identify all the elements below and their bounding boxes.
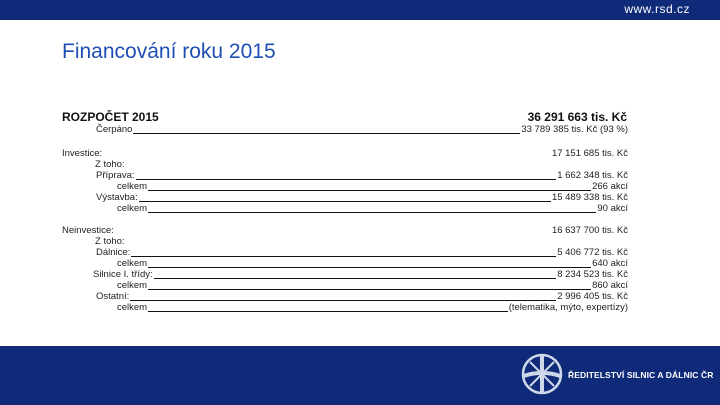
row-label: Čerpáno — [96, 124, 133, 135]
page-title: Financování roku 2015 — [62, 40, 276, 63]
row-label: Z toho: — [95, 159, 125, 170]
row-label: celkem — [117, 280, 148, 291]
row-neinvestice-ztoho: Z toho: — [95, 236, 125, 247]
leader-line — [148, 212, 597, 213]
row-label: celkem — [117, 302, 148, 313]
row-silnice-celkem: celkem 860 akcí — [117, 280, 628, 291]
leader-line — [130, 300, 557, 301]
row-cerpano: Čerpáno 33 789 385 tis. Kč (93 %) — [96, 124, 628, 135]
row-dalnice-celkem: celkem 640 akcí — [117, 258, 628, 269]
row-value: (telematika, mýto, expertízy) — [508, 302, 628, 313]
row-value: 33 789 385 tis. Kč (93 %) — [521, 124, 628, 135]
row-label: Dálnice: — [96, 247, 131, 258]
row-neinvestice: Neinvestice: 16 637 700 tis. Kč — [62, 225, 628, 236]
leader-line — [153, 278, 557, 279]
budget-label: ROZPOČET 2015 — [62, 110, 159, 124]
leader-line — [135, 179, 557, 180]
row-dalnice: Dálnice: 5 406 772 tis. Kč — [96, 247, 628, 258]
footer-bar — [0, 346, 720, 405]
row-value: 8 234 523 tis. Kč — [557, 269, 628, 280]
row-priprava: Příprava: 1 662 348 tis. Kč — [96, 170, 628, 181]
row-label: Neinvestice: — [62, 225, 114, 236]
row-investice-ztoho: Z toho: — [95, 159, 125, 170]
row-label: Příprava: — [96, 170, 135, 181]
row-label: Výstavba: — [96, 192, 138, 203]
budget-value: 36 291 663 tis. Kč — [527, 110, 627, 124]
leader-line — [148, 289, 592, 290]
row-label: celkem — [117, 258, 148, 269]
row-value: 860 akcí — [592, 280, 628, 291]
site-url[interactable]: www.rsd.cz — [624, 2, 690, 16]
row-value: 2 996 405 tis. Kč — [557, 291, 628, 302]
row-ostatni: Ostatní: 2 996 405 tis. Kč — [96, 291, 628, 302]
row-label: Z toho: — [95, 236, 125, 247]
row-priprava-celkem: celkem 266 akcí — [117, 181, 628, 192]
header-bar: www.rsd.cz — [0, 0, 720, 20]
row-value: 90 akcí — [597, 203, 628, 214]
row-value: 17 151 685 tis. Kč — [551, 148, 628, 159]
row-value: 15 489 338 tis. Kč — [551, 192, 628, 203]
row-value: 640 akcí — [592, 258, 628, 269]
rsd-logo-icon — [521, 353, 563, 395]
row-value: 266 akcí — [592, 181, 628, 192]
row-value: 5 406 772 tis. Kč — [557, 247, 628, 258]
org-name: ŘEDITELSTVÍ SILNIC A DÁLNIC ČR — [568, 370, 714, 380]
row-value: 16 637 700 tis. Kč — [551, 225, 628, 236]
leader-line — [148, 311, 508, 312]
leader-line — [138, 201, 551, 202]
row-label: celkem — [117, 181, 148, 192]
row-value: 1 662 348 tis. Kč — [557, 170, 628, 181]
leader-line — [148, 190, 592, 191]
row-label: celkem — [117, 203, 148, 214]
row-investice: Investice: 17 151 685 tis. Kč — [62, 148, 628, 159]
row-label: Investice: — [62, 148, 103, 159]
leader-line — [148, 267, 592, 268]
row-silnice: Silnice I. třídy: 8 234 523 tis. Kč — [93, 269, 628, 280]
row-ostatni-celkem: celkem (telematika, mýto, expertízy) — [117, 302, 628, 313]
leader-line — [131, 256, 557, 257]
row-label: Ostatní: — [96, 291, 130, 302]
leader-line — [133, 133, 521, 134]
row-label: Silnice I. třídy: — [93, 269, 153, 280]
row-vystavba: Výstavba: 15 489 338 tis. Kč — [96, 192, 628, 203]
row-vystavba-celkem: celkem 90 akcí — [117, 203, 628, 214]
